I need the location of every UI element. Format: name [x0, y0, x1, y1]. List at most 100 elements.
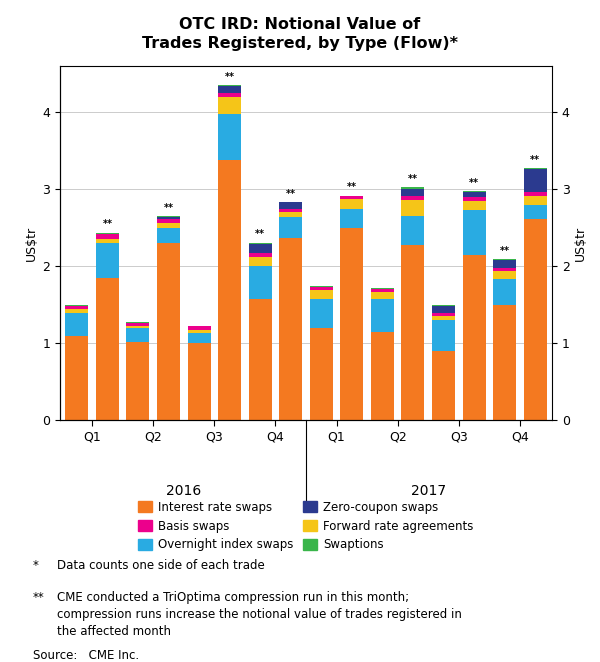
Y-axis label: US$tr: US$tr	[25, 226, 38, 261]
Bar	[493, 259, 516, 260]
Bar	[401, 197, 424, 200]
Bar	[127, 328, 149, 342]
Bar	[188, 330, 211, 332]
Bar	[371, 289, 394, 292]
Bar	[279, 203, 302, 209]
Bar	[218, 114, 241, 160]
Bar	[432, 306, 455, 313]
Bar	[127, 342, 149, 420]
Bar	[96, 240, 119, 243]
Bar	[524, 195, 547, 205]
Bar	[340, 228, 363, 420]
Bar	[96, 234, 119, 240]
Bar	[127, 322, 149, 326]
Bar	[401, 189, 424, 197]
Bar	[188, 332, 211, 344]
Bar	[249, 266, 272, 299]
Bar	[340, 199, 363, 209]
Text: **: **	[500, 246, 509, 256]
Bar	[157, 228, 180, 243]
Text: CME conducted a TriOptima compression run in this month;
compression runs increa: CME conducted a TriOptima compression ru…	[57, 591, 462, 638]
Bar	[249, 254, 272, 257]
Bar	[432, 316, 455, 320]
Bar	[524, 192, 547, 195]
Bar	[401, 216, 424, 245]
Bar	[157, 218, 180, 223]
Bar	[96, 243, 119, 278]
Bar	[279, 217, 302, 238]
Bar	[432, 313, 455, 316]
Bar	[340, 195, 363, 197]
Bar	[157, 216, 180, 217]
Bar	[463, 197, 485, 201]
Bar	[157, 223, 180, 228]
Bar	[249, 299, 272, 420]
Bar	[371, 332, 394, 420]
Bar	[463, 210, 485, 255]
Bar	[340, 197, 363, 199]
Bar	[218, 85, 241, 86]
Bar	[65, 336, 88, 420]
Bar	[371, 288, 394, 289]
Bar	[371, 292, 394, 299]
Text: 2017: 2017	[410, 483, 446, 498]
Bar	[249, 257, 272, 266]
Bar	[157, 217, 180, 218]
Bar	[463, 191, 485, 192]
Bar	[65, 310, 88, 312]
Bar	[218, 97, 241, 114]
Bar	[463, 201, 485, 210]
Bar	[218, 93, 241, 97]
Bar	[524, 205, 547, 218]
Bar	[493, 260, 516, 268]
Bar	[310, 290, 333, 299]
Text: *: *	[33, 559, 39, 573]
Bar	[371, 299, 394, 332]
Bar	[524, 218, 547, 420]
Bar	[157, 243, 180, 420]
Bar	[65, 312, 88, 336]
Bar	[249, 242, 272, 244]
Bar	[65, 305, 88, 306]
Bar	[493, 279, 516, 305]
Bar	[279, 209, 302, 212]
Bar	[279, 238, 302, 420]
Bar	[310, 328, 333, 420]
Text: **: **	[224, 72, 235, 82]
Bar	[65, 306, 88, 310]
Bar	[524, 168, 547, 169]
Text: Data counts one side of each trade: Data counts one side of each trade	[57, 559, 265, 573]
Bar	[249, 244, 272, 254]
Bar	[310, 299, 333, 328]
Text: **: **	[255, 230, 265, 240]
Bar	[493, 268, 516, 271]
Bar	[463, 255, 485, 420]
Text: **: **	[33, 591, 45, 604]
Bar	[401, 187, 424, 189]
Bar	[96, 278, 119, 420]
Text: OTC IRD: Notional Value of
Trades Registered, by Type (Flow)*: OTC IRD: Notional Value of Trades Regist…	[142, 17, 458, 52]
Bar	[188, 326, 211, 330]
Bar	[127, 326, 149, 328]
Bar	[279, 202, 302, 203]
Bar	[188, 344, 211, 420]
Text: **: **	[163, 203, 173, 213]
Text: **: **	[408, 174, 418, 184]
Text: 2016: 2016	[166, 483, 202, 498]
Bar	[432, 320, 455, 351]
Bar	[432, 351, 455, 420]
Bar	[218, 160, 241, 420]
Bar	[463, 192, 485, 197]
Bar	[493, 305, 516, 420]
Text: **: **	[530, 155, 540, 165]
Bar	[96, 232, 119, 234]
Bar	[524, 169, 547, 192]
Bar	[310, 287, 333, 290]
Bar	[279, 212, 302, 217]
Text: **: **	[103, 219, 112, 230]
Text: Source:   CME Inc.: Source: CME Inc.	[33, 649, 139, 662]
Text: **: **	[469, 178, 479, 188]
Text: **: **	[347, 183, 357, 193]
Bar	[432, 305, 455, 306]
Bar	[340, 209, 363, 228]
